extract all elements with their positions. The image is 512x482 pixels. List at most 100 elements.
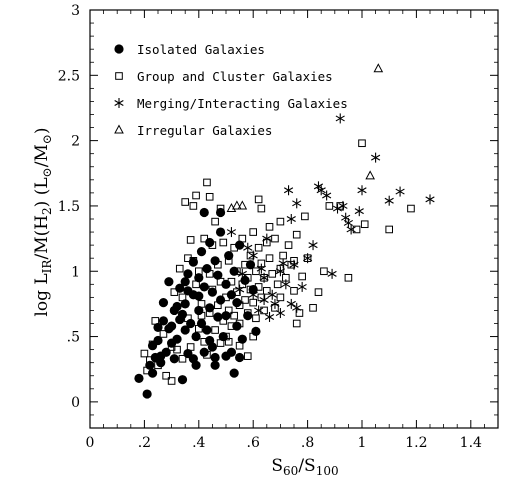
isolated-galaxy-point [158, 316, 169, 326]
isolated-galaxy-point [153, 322, 163, 333]
group-cluster-galaxy-point [230, 243, 238, 252]
isolated-galaxy-point [243, 311, 253, 321]
isolated-galaxy-point [161, 347, 171, 357]
group-cluster-galaxy-point [224, 337, 233, 346]
group-cluster-galaxy-point [203, 178, 211, 187]
merging-interacting-galaxy-point [248, 250, 258, 261]
merging-interacting-galaxy-point [275, 308, 286, 319]
isolated-galaxy-point [232, 298, 242, 308]
x-tick-label: 1.2 [405, 435, 427, 451]
x-tick-label: 0 [86, 435, 95, 451]
isolated-galaxy-point [186, 318, 196, 329]
x-tick-label: .8 [301, 435, 314, 451]
merging-interacting-galaxy-point [286, 214, 296, 224]
merging-interacting-galaxy-point [354, 206, 364, 217]
group-cluster-galaxy-point [309, 304, 317, 312]
group-cluster-galaxy-point [151, 317, 160, 325]
isolated-galaxy-point [147, 368, 158, 378]
irregular-galaxy-point [226, 202, 237, 213]
group-cluster-galaxy-point [208, 285, 217, 294]
y-tick-label: 1.5 [58, 199, 80, 215]
group-cluster-galaxy-point [205, 192, 214, 201]
legend-irregular-marker [114, 124, 124, 134]
merging-interacting-galaxy-point [302, 253, 313, 264]
group-cluster-galaxy-point [140, 349, 149, 358]
isolated-galaxy-point [183, 269, 193, 279]
group-cluster-galaxy-point [159, 330, 168, 338]
group-cluster-galaxy-point [186, 236, 195, 244]
merging-interacting-galaxy-point [395, 186, 405, 197]
group-cluster-galaxy-point [167, 343, 176, 351]
isolated-galaxy-point [221, 311, 231, 321]
isolated-galaxy-point [183, 286, 193, 296]
group-cluster-galaxy-point [235, 341, 244, 350]
group-cluster-galaxy-point [243, 309, 252, 317]
points-layer [134, 63, 435, 399]
merging-interacting-galaxy-point [259, 272, 269, 283]
isolated-galaxy-point [196, 247, 207, 257]
irregular-galaxy-point [373, 63, 384, 73]
group-cluster-galaxy-point [314, 288, 323, 296]
merging-interacting-galaxy-point [425, 194, 435, 205]
isolated-galaxy-point [210, 360, 220, 370]
isolated-galaxy-point [205, 335, 215, 346]
isolated-galaxy-point [235, 352, 245, 363]
group-cluster-galaxy-point [252, 267, 260, 276]
merging-interacting-galaxy-point [286, 298, 296, 309]
group-cluster-galaxy-point [227, 277, 236, 286]
group-cluster-galaxy-point [192, 191, 200, 200]
legend-group-cluster-marker [115, 72, 123, 80]
merging-interacting-galaxy-point [292, 198, 302, 209]
isolated-galaxy-point [134, 373, 144, 383]
isolated-galaxy-point [199, 282, 209, 292]
group-cluster-galaxy-point [257, 293, 266, 302]
merging-interacting-galaxy-point [335, 113, 345, 124]
isolated-galaxy-point [180, 325, 190, 335]
merging-interacting-galaxy-point [264, 311, 275, 322]
group-cluster-galaxy-point [298, 272, 306, 281]
isolated-galaxy-point [205, 237, 215, 248]
group-cluster-galaxy-point [265, 223, 274, 231]
y-tick-label: 2 [71, 134, 80, 150]
isolated-galaxy-point [180, 299, 190, 309]
isolated-galaxy-point [156, 358, 166, 368]
merging-interacting-galaxy-point [256, 263, 266, 274]
merging-interacting-galaxy-point [278, 258, 288, 269]
group-cluster-galaxy-point [200, 337, 209, 346]
group-cluster-galaxy-point [249, 298, 257, 307]
group-cluster-galaxy-point [203, 351, 211, 359]
legend-group-cluster-label: Group and Cluster Galaxies [137, 69, 333, 84]
isolated-galaxy-point [202, 325, 212, 335]
group-cluster-galaxy-point [184, 254, 192, 262]
irregular-galaxy-point [365, 170, 375, 180]
group-cluster-galaxy-point [197, 311, 206, 320]
group-cluster-galaxy-point [211, 326, 219, 334]
group-cluster-galaxy-point [197, 300, 206, 308]
group-cluster-galaxy-point [235, 301, 244, 310]
group-cluster-galaxy-point [216, 339, 225, 347]
group-cluster-galaxy-point [352, 225, 361, 234]
y-tick-label: 2.5 [58, 68, 80, 84]
group-cluster-galaxy-point [260, 306, 268, 315]
group-cluster-galaxy-point [230, 311, 238, 320]
isolated-galaxy-point [188, 354, 198, 364]
merging-interacting-galaxy-point [292, 302, 302, 313]
group-cluster-galaxy-point [184, 314, 192, 323]
group-cluster-galaxy-point [301, 212, 309, 221]
group-cluster-galaxy-point [238, 234, 247, 243]
ticks-layer: 0 .2 .4 .6 .8 1 1.2 1.4 0 .5 1 1.5 2 2.5 3 [58, 3, 498, 451]
isolated-galaxy-point [213, 312, 223, 322]
isolated-galaxy-point [215, 227, 226, 237]
group-cluster-galaxy-point [224, 257, 233, 265]
isolated-galaxy-point [142, 389, 152, 399]
merging-interacting-galaxy-point [327, 268, 337, 279]
group-cluster-galaxy-point [292, 319, 301, 328]
group-cluster-galaxy-point [241, 296, 249, 304]
merging-interacting-galaxy-point [237, 268, 247, 279]
group-cluster-galaxy-point [195, 267, 203, 276]
merging-interacting-galaxy-point [226, 227, 237, 238]
isolated-galaxy-point [199, 207, 209, 218]
isolated-galaxy-point [207, 287, 217, 297]
isolated-galaxy-point [237, 334, 247, 344]
merging-interacting-galaxy-point [267, 289, 277, 300]
